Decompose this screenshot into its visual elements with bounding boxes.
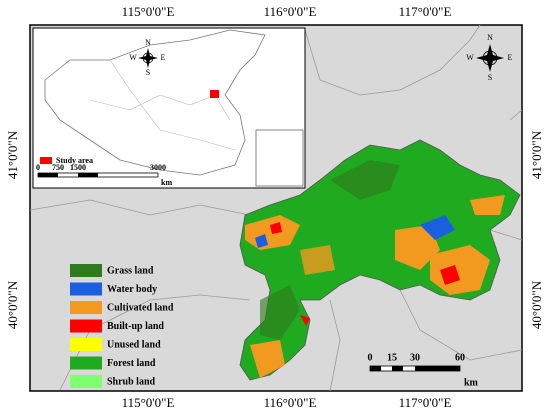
inset-scale-label: 3000 <box>150 163 166 172</box>
compass-letter: E <box>508 53 513 62</box>
legend-label: Grass land <box>107 265 154 276</box>
lon-label: 116°0'0"E <box>264 395 317 410</box>
beijing-landuse <box>239 139 521 381</box>
inset-north-arrow: N SW E <box>129 38 165 77</box>
scale-unit: km <box>464 377 479 388</box>
inset-scale-label: 0 <box>36 163 40 172</box>
lon-label: 117°0'0"E <box>399 395 452 410</box>
compass-letter: S <box>488 73 492 82</box>
scale-label: 60 <box>455 352 465 363</box>
scale-label: 0 <box>368 352 373 363</box>
lat-label: 41°0'0"N <box>5 130 20 179</box>
legend-swatch <box>70 375 102 388</box>
inset-scale-unit: km <box>161 178 172 187</box>
compass-letter: S <box>146 68 150 77</box>
legend-label: Forest land <box>107 358 156 369</box>
main-scale-bar <box>369 365 461 372</box>
legend-swatch <box>70 301 102 314</box>
compass-letter: N <box>145 38 151 47</box>
lat-label: 40°0'0"N <box>529 280 544 329</box>
legend-swatch <box>70 356 102 370</box>
lon-label: 117°0'0"E <box>399 4 452 19</box>
legend-label: Cultivated land <box>107 302 174 313</box>
lon-label: 116°0'0"E <box>264 4 317 19</box>
scale-label: 30 <box>410 352 420 363</box>
lon-label: 115°0'0"E <box>122 4 175 19</box>
inset-map <box>32 27 306 189</box>
compass-letter: N <box>487 33 493 42</box>
legend-swatch <box>70 319 102 333</box>
lat-label: 40°0'0"N <box>5 280 20 329</box>
compass-letter: W <box>466 53 474 62</box>
inset-scale-label: 1500 <box>70 163 86 172</box>
legend-label: Built-up land <box>107 321 164 332</box>
labels: 115°0'0"E 116°0'0"E 117°0'0"E 115°0'0"E 116°… <box>5 4 544 410</box>
legend-swatch <box>70 264 102 277</box>
legend-swatch <box>70 282 102 296</box>
compass-letter: E <box>161 53 166 62</box>
scale-label: 15 <box>387 352 397 363</box>
legend-label: Unused land <box>107 339 161 350</box>
lon-label: 115°0'0"E <box>122 395 175 410</box>
inset-legend-label: Study area <box>56 156 93 165</box>
lat-label: 41°0'0"N <box>529 130 544 179</box>
north-arrow: N S W E <box>466 33 512 82</box>
inset-scale-label: 750 <box>52 163 64 172</box>
legend-swatch <box>70 338 102 351</box>
legend-label: Water body <box>107 284 157 295</box>
compass-letter: W <box>129 53 137 62</box>
legend-label: Shrub land <box>107 376 156 387</box>
